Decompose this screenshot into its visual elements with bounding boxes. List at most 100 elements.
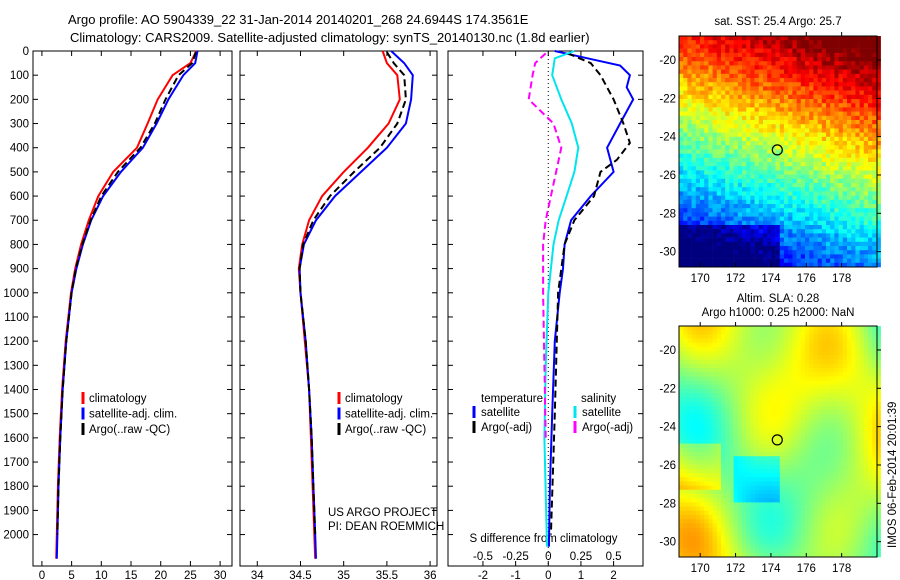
map-cell [784,485,789,491]
map-cell [746,233,751,238]
map-cell [863,157,869,163]
map-cell [800,183,806,188]
map-cell [788,359,793,365]
map-cell [750,397,755,402]
map-cell [821,410,827,415]
map-cell [876,216,881,222]
map-cell [729,418,734,423]
map-cell [771,183,776,188]
map-cell [691,187,697,192]
map-cell [834,460,839,465]
map-cell [737,338,743,344]
map-cell [758,149,764,154]
map-cell [700,347,705,352]
map-cell [838,40,844,45]
map-cell [788,99,793,104]
map-cell [721,141,726,146]
map-cell [847,57,852,62]
map-cell [788,347,793,352]
map-cell [758,422,764,428]
map-cell [754,82,760,87]
map-cell [796,435,802,440]
map-cell [687,326,692,331]
map-cell [813,183,818,188]
map-cell [712,157,718,163]
map-cell [838,153,844,159]
map-cell [813,258,818,264]
map-cell [872,111,877,117]
map-cell [729,191,734,196]
map-cell [805,456,810,461]
map-cell [784,262,789,268]
map-cell [683,342,688,348]
map-cell [767,334,772,339]
map-cell [796,229,802,234]
map-cell [855,82,860,87]
map-cell [695,531,701,537]
map-cell [683,220,688,226]
map-cell [729,115,734,121]
map-cell [767,149,772,154]
map-cell [817,36,823,41]
map-cell [679,229,684,234]
map-cell [830,347,835,352]
map-cell [813,523,818,528]
map-cell [863,178,869,184]
map-cell [716,531,722,537]
map-cell [813,170,818,175]
map-cell [704,145,709,150]
map-cell [763,460,768,465]
map-cell [784,246,789,251]
map-cell [704,187,709,192]
map-cell [775,481,781,486]
map-cell [708,225,713,230]
map-cell [721,435,726,440]
map-cell [758,468,764,474]
map-cell [729,44,734,49]
map-cell [805,494,810,499]
map-cell [742,233,747,238]
map-cell [763,418,768,423]
map-cell [746,468,751,474]
map-cell [712,107,718,112]
map-cell [712,250,718,255]
map-cell [729,52,734,58]
map-cell [725,73,730,79]
map-cell [821,372,827,377]
map-cell [708,384,713,390]
map-cell [695,372,701,377]
map-cell [872,216,877,222]
map-cell [788,523,793,528]
map-cell [851,157,856,163]
map-cell [754,384,760,390]
map-cell [683,115,688,121]
map-cell [809,363,814,369]
map-cell [859,78,865,83]
map-cell [813,128,818,133]
map-cell [754,510,760,516]
map-cell [805,368,810,373]
map-cell [788,447,793,453]
map-cell [695,515,701,520]
map-cell [842,115,848,121]
map-cell [784,90,789,96]
map-cell [847,199,852,205]
map-cell [729,443,734,449]
map-cell [805,330,810,335]
map-cell [771,422,776,428]
map-cell [742,330,747,335]
map-cell [784,136,789,142]
map-cell [813,473,818,478]
map-cell [826,82,831,87]
map-cell [742,65,747,70]
map-cell [704,250,709,255]
map-cell [792,61,797,66]
map-cell [687,141,692,146]
map-cell [758,342,764,348]
map-cell [704,477,709,482]
map-cell [784,401,789,407]
map-cell [754,187,760,192]
map-cell [796,254,802,259]
map-cell [704,128,709,133]
map-cell [800,187,806,192]
